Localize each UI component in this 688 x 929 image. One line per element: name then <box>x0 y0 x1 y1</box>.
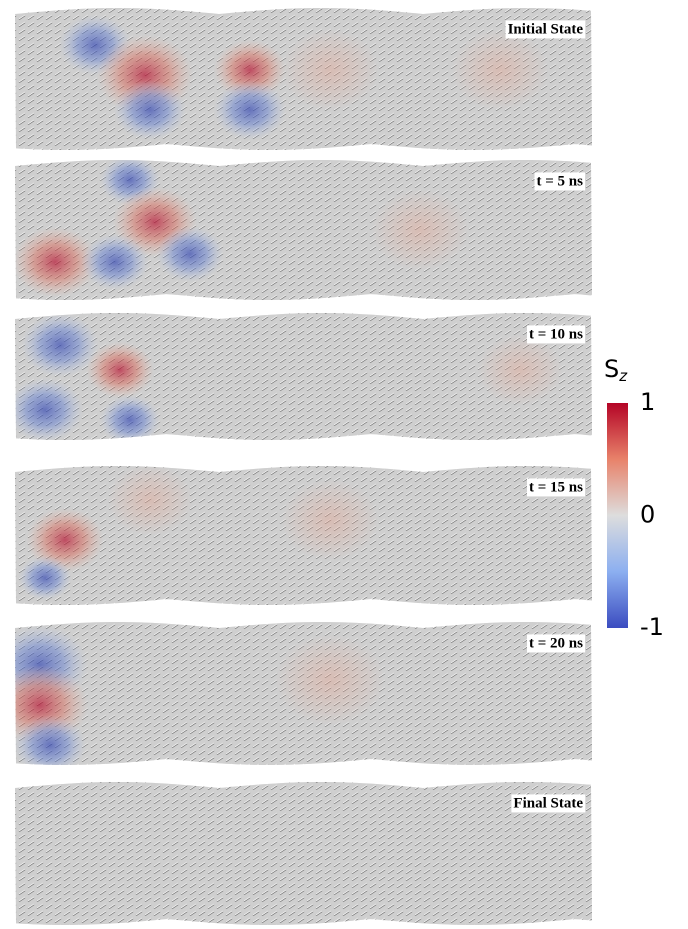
panel: Final State <box>15 782 592 925</box>
spin-field-overlay <box>15 8 592 150</box>
panel: t = 20 ns <box>15 622 592 765</box>
spin-field-overlay <box>15 160 592 300</box>
panel-content <box>15 160 592 300</box>
panel-label-bg <box>511 794 586 813</box>
panels: Initial State t = 5 ns t = 10 ns t = 15 ns t… <box>15 8 592 925</box>
spin-field-overlay <box>15 622 592 765</box>
panel-label: t = 10 ns <box>529 326 583 342</box>
panel-content <box>15 622 592 765</box>
panel-label: t = 15 ns <box>529 479 583 495</box>
panel: t = 10 ns <box>15 313 592 440</box>
panel: t = 5 ns <box>15 160 592 300</box>
panel-label: t = 5 ns <box>537 173 584 189</box>
colorbar-gradient <box>607 403 628 628</box>
panel-label-bg <box>527 325 586 344</box>
panel-label: Final State <box>513 795 583 811</box>
panel-content <box>15 8 592 150</box>
panel-content <box>15 313 592 440</box>
colorbar: Sz 1 0 -1 <box>604 355 664 641</box>
spin-field-overlay <box>15 313 592 440</box>
panel-label-bg <box>505 20 586 39</box>
panel: Initial State <box>15 8 592 150</box>
panel: t = 15 ns <box>15 466 592 605</box>
colorbar-tick-label: 1 <box>640 388 655 416</box>
panel-label: Initial State <box>508 21 584 37</box>
panel-label-bg <box>534 172 586 191</box>
panel-label-bg <box>527 634 586 653</box>
colorbar-tick-label: 0 <box>640 501 655 529</box>
spin-field-overlay <box>15 782 592 925</box>
panel-label-bg <box>527 478 586 497</box>
panel-content <box>15 782 592 925</box>
spin-field-overlay <box>15 466 592 605</box>
colorbar-title-main: S <box>604 355 619 383</box>
panel-content <box>15 466 592 605</box>
colorbar-title-sub: z <box>618 367 628 385</box>
colorbar-tick-label: -1 <box>640 613 664 641</box>
panel-label: t = 20 ns <box>529 635 583 651</box>
colorbar-title: Sz <box>604 355 628 385</box>
